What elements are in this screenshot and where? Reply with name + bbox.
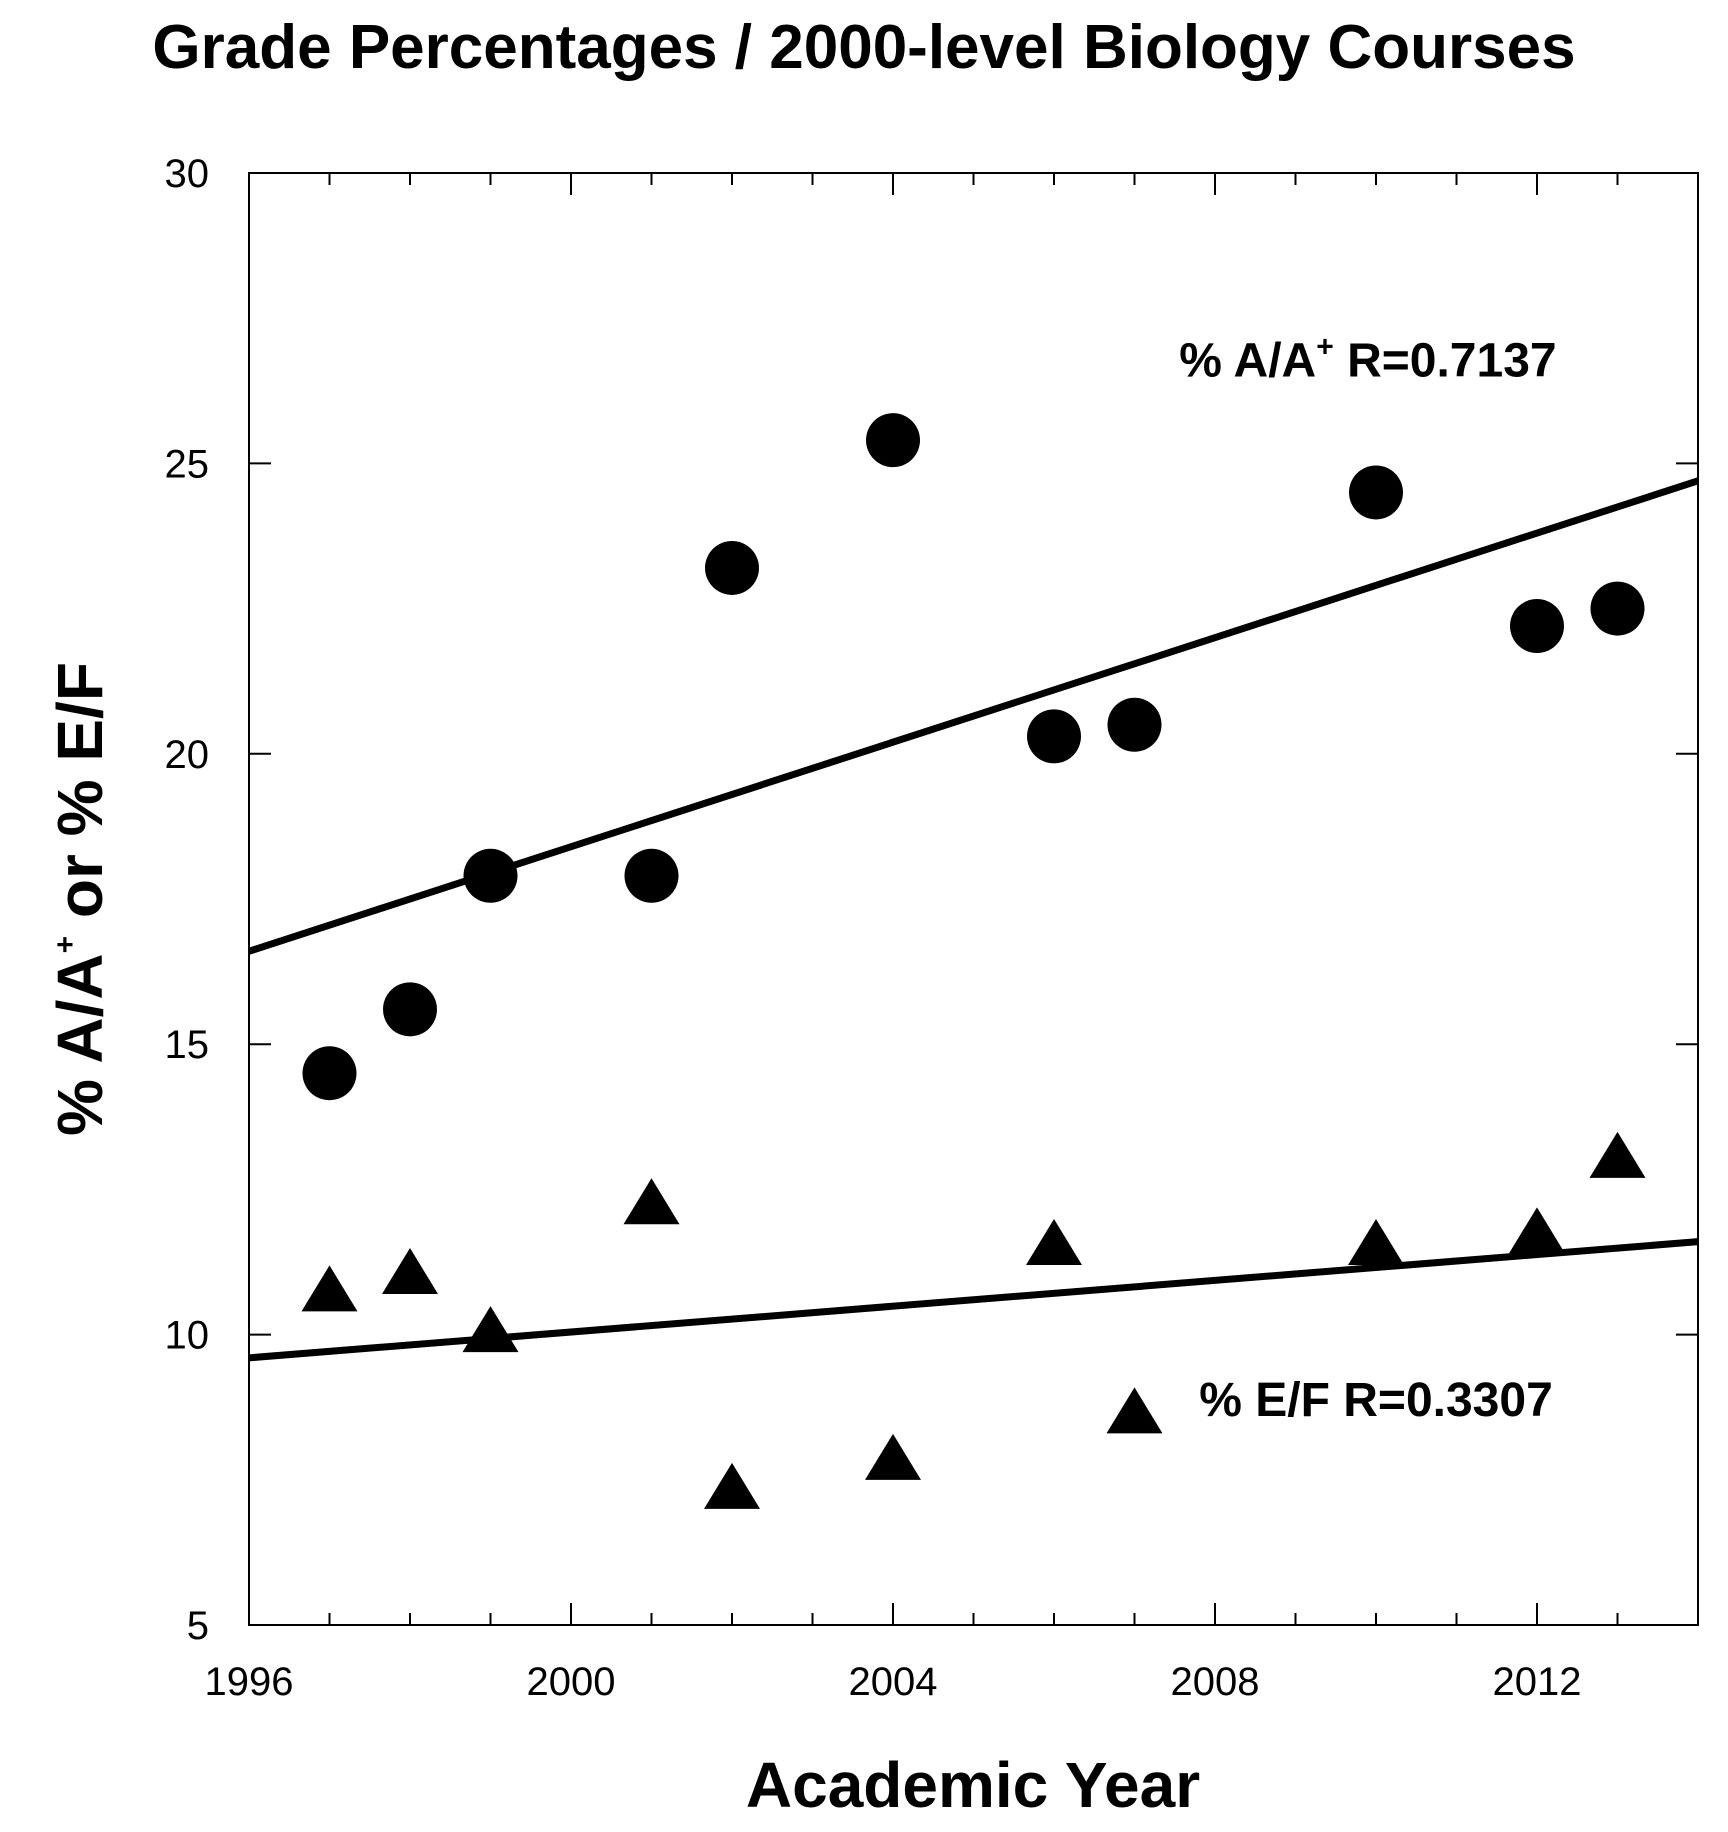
series-annotation: % E/F R=0.3307 bbox=[1199, 1374, 1553, 1427]
circle-point bbox=[866, 413, 920, 468]
circle-point bbox=[624, 848, 679, 903]
triangle-point bbox=[1106, 1387, 1163, 1434]
circle-point bbox=[383, 982, 437, 1037]
y-axis-title: % A/A+ or % E/F bbox=[44, 662, 116, 1136]
circle-point bbox=[302, 1046, 357, 1101]
x-tick-label: 2012 bbox=[1493, 1660, 1582, 1704]
circle-point bbox=[463, 848, 518, 903]
chart-title: Grade Percentages / 2000-level Biology C… bbox=[152, 13, 1575, 82]
triangle-point bbox=[623, 1178, 680, 1225]
y-tick-label: 20 bbox=[165, 733, 210, 777]
triangle-point bbox=[704, 1462, 760, 1509]
x-axis-title: Academic Year bbox=[746, 1749, 1200, 1821]
circle-point bbox=[1510, 599, 1564, 654]
y-tick-label: 25 bbox=[165, 442, 210, 486]
triangle-point bbox=[462, 1306, 519, 1353]
x-tick-label: 2004 bbox=[849, 1660, 938, 1704]
triangle-point bbox=[1589, 1131, 1646, 1178]
y-tick-label: 15 bbox=[165, 1023, 210, 1067]
series-annotation: % A/A+ R=0.7137 bbox=[1179, 330, 1556, 387]
triangle-point bbox=[1348, 1218, 1404, 1265]
y-tick-label: 10 bbox=[165, 1314, 210, 1358]
y-tick-label: 5 bbox=[187, 1604, 209, 1648]
fit-line bbox=[248, 1238, 1699, 1362]
triangle-point bbox=[865, 1433, 921, 1480]
fit-lines bbox=[247, 477, 1700, 1362]
circle-point bbox=[1590, 581, 1645, 636]
circle-point bbox=[1349, 465, 1403, 520]
data-points bbox=[301, 413, 1646, 1509]
triangle-point bbox=[1509, 1207, 1565, 1254]
x-tick-label: 2000 bbox=[527, 1660, 616, 1704]
axis-ticks: 5 10 15 20 25 30 1996 2000 2004 2008 2012 bbox=[165, 152, 1699, 1704]
x-tick-label: 2008 bbox=[1171, 1660, 1260, 1704]
triangle-point bbox=[382, 1248, 438, 1294]
y-tick-label: 30 bbox=[165, 152, 210, 196]
triangle-point bbox=[301, 1265, 358, 1312]
annotations: % A/A+ R=0.7137 % E/F R=0.3307 bbox=[1179, 330, 1556, 1427]
triangle-point bbox=[1026, 1218, 1082, 1265]
circle-point bbox=[705, 540, 759, 595]
x-tick-label: 1996 bbox=[205, 1660, 294, 1704]
circle-point bbox=[1107, 697, 1162, 752]
circle-point bbox=[1027, 709, 1081, 764]
